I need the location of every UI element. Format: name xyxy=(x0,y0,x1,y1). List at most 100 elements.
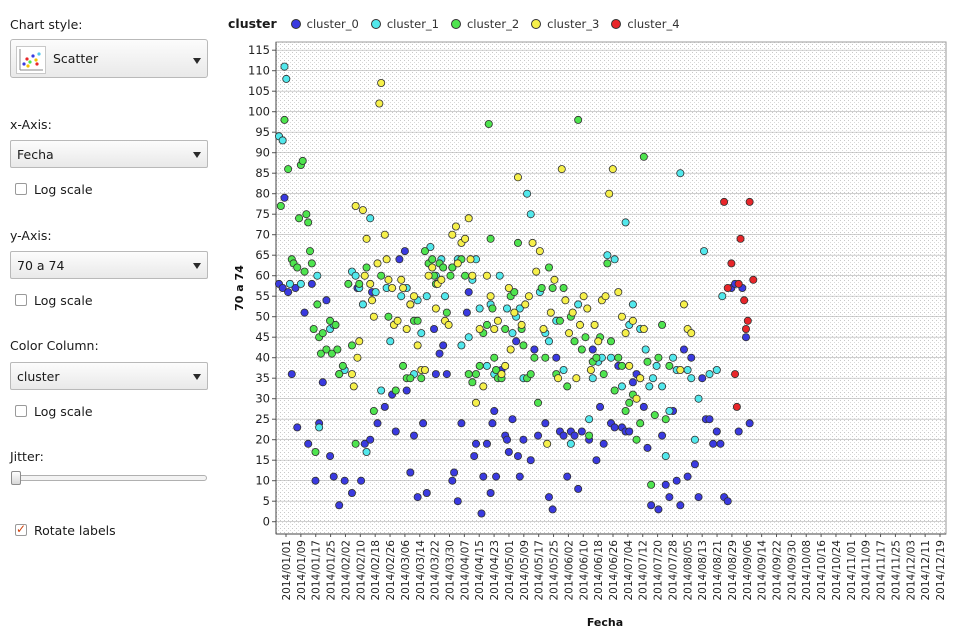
data-point-cluster-1 xyxy=(607,353,616,362)
data-point-cluster-1 xyxy=(482,361,491,370)
data-point-cluster-0 xyxy=(311,476,320,485)
data-point-cluster-0 xyxy=(278,283,287,292)
x-tick-label: 2014/12/03 xyxy=(905,540,917,601)
data-point-cluster-2 xyxy=(377,271,386,280)
data-point-cluster-4 xyxy=(723,283,732,292)
data-point-cluster-0 xyxy=(513,452,522,461)
x-tick-label: 2014/11/25 xyxy=(890,540,902,601)
data-point-cluster-3 xyxy=(632,394,641,403)
legend-item-cluster-4: cluster_4 xyxy=(611,17,680,31)
data-point-cluster-3 xyxy=(377,79,386,88)
legend-title: cluster xyxy=(228,16,277,31)
data-point-cluster-2 xyxy=(585,431,594,440)
y-tick-label: 80 xyxy=(255,187,270,201)
y-tick-label: 15 xyxy=(255,453,270,467)
data-point-cluster-3 xyxy=(369,312,378,321)
data-point-cluster-2 xyxy=(318,329,327,338)
data-point-cluster-4 xyxy=(740,296,749,305)
color-column-dropdown[interactable]: cluster xyxy=(10,362,208,390)
data-point-cluster-3 xyxy=(568,308,577,317)
data-point-cluster-2 xyxy=(333,345,342,354)
x-tick-label: 2014/04/07 xyxy=(459,540,471,601)
data-point-cluster-3 xyxy=(579,292,588,301)
data-point-cluster-0 xyxy=(479,472,488,481)
data-point-cluster-2 xyxy=(446,271,455,280)
data-point-cluster-1 xyxy=(661,452,670,461)
x-axis-dropdown[interactable]: Fecha xyxy=(10,140,208,168)
data-point-cluster-1 xyxy=(628,300,637,309)
data-point-cluster-1 xyxy=(669,353,678,362)
data-point-cluster-0 xyxy=(340,476,349,485)
data-point-cluster-0 xyxy=(665,493,674,502)
data-point-cluster-0 xyxy=(563,472,572,481)
dropdown-arrow-icon xyxy=(193,263,201,269)
data-point-cluster-0 xyxy=(526,456,535,465)
data-point-cluster-0 xyxy=(679,345,688,354)
y-tick-label: 0 xyxy=(263,515,270,529)
jitter-slider-thumb[interactable] xyxy=(11,471,21,485)
data-point-cluster-0 xyxy=(462,308,471,317)
data-point-cluster-0 xyxy=(712,427,721,436)
chart-style-dropdown[interactable]: Scatter xyxy=(10,39,208,78)
data-point-cluster-2 xyxy=(530,353,539,362)
data-point-cluster-0 xyxy=(570,431,579,440)
data-point-cluster-1 xyxy=(417,329,426,338)
x-log-scale-checkbox[interactable] xyxy=(15,183,27,195)
legend-label: cluster_3 xyxy=(547,17,600,31)
data-point-cluster-2 xyxy=(369,406,378,415)
data-point-cluster-1 xyxy=(676,169,685,178)
data-point-cluster-3 xyxy=(420,365,429,374)
data-point-cluster-2 xyxy=(639,152,648,161)
data-point-cluster-3 xyxy=(451,222,460,231)
x-axis-label: x-Axis: xyxy=(10,117,52,132)
data-point-cluster-3 xyxy=(501,361,510,370)
y-axis-dropdown[interactable]: 70 a 74 xyxy=(10,251,208,279)
data-point-cluster-1 xyxy=(280,62,289,71)
data-point-cluster-1 xyxy=(422,292,431,301)
data-point-cluster-4 xyxy=(731,370,740,379)
data-point-cluster-3 xyxy=(608,165,617,174)
y-log-scale-checkbox[interactable] xyxy=(15,294,27,306)
chart-legend: cluster cluster_0 cluster_1 cluster_2 cl… xyxy=(228,16,688,34)
color-log-scale-checkbox[interactable] xyxy=(15,405,27,417)
data-point-cluster-1 xyxy=(282,74,291,83)
data-point-cluster-0 xyxy=(307,279,316,288)
x-tick-label: 2014/12/19 xyxy=(935,540,947,601)
data-point-cluster-1 xyxy=(588,374,597,383)
data-point-cluster-4 xyxy=(736,234,745,243)
data-point-cluster-0 xyxy=(705,415,714,424)
data-point-cluster-2 xyxy=(636,419,645,428)
rotate-labels-checkbox[interactable] xyxy=(15,522,27,536)
data-point-cluster-3 xyxy=(532,267,541,276)
data-point-cluster-0 xyxy=(690,460,699,469)
data-point-cluster-0 xyxy=(530,345,539,354)
rotate-labels-label: Rotate labels xyxy=(34,523,116,538)
data-point-cluster-3 xyxy=(397,275,406,284)
data-point-cluster-0 xyxy=(574,484,583,493)
data-point-cluster-0 xyxy=(559,431,568,440)
data-point-cluster-3 xyxy=(362,234,371,243)
data-point-cluster-3 xyxy=(479,382,488,391)
data-point-cluster-3 xyxy=(521,300,530,309)
x-tick-label: 2014/08/05 xyxy=(682,540,694,601)
legend-item-cluster-1: cluster_1 xyxy=(370,17,439,31)
data-point-cluster-2 xyxy=(599,370,608,379)
data-point-cluster-0 xyxy=(519,435,528,444)
data-point-cluster-2 xyxy=(362,263,371,272)
data-point-cluster-4 xyxy=(720,197,729,206)
data-point-cluster-0 xyxy=(280,193,289,202)
x-tick-label: 2014/11/17 xyxy=(876,540,888,601)
data-point-cluster-1 xyxy=(515,304,524,313)
data-point-cluster-1 xyxy=(694,394,703,403)
x-tick-label: 2014/01/25 xyxy=(326,540,338,601)
data-point-cluster-2 xyxy=(344,279,353,288)
x-axis-title: Fecha xyxy=(587,616,623,629)
data-point-cluster-4 xyxy=(749,275,758,284)
data-point-cluster-4 xyxy=(727,259,736,268)
dropdown-arrow-icon xyxy=(193,58,201,64)
data-point-cluster-3 xyxy=(358,206,367,215)
data-point-cluster-1 xyxy=(397,292,406,301)
data-point-cluster-0 xyxy=(515,472,524,481)
data-point-cluster-3 xyxy=(524,292,533,301)
data-point-cluster-3 xyxy=(448,230,457,239)
